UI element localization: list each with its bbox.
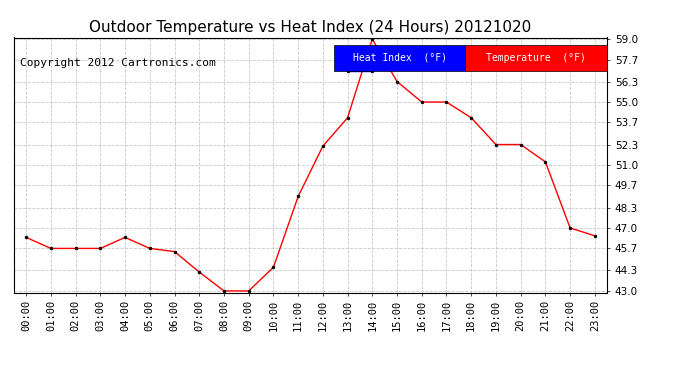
FancyBboxPatch shape [465,45,607,70]
Text: Copyright 2012 Cartronics.com: Copyright 2012 Cartronics.com [20,58,215,68]
Text: Temperature  (°F): Temperature (°F) [486,53,586,63]
Title: Outdoor Temperature vs Heat Index (24 Hours) 20121020: Outdoor Temperature vs Heat Index (24 Ho… [90,20,531,35]
FancyBboxPatch shape [334,45,465,70]
Text: Heat Index  (°F): Heat Index (°F) [353,53,446,63]
